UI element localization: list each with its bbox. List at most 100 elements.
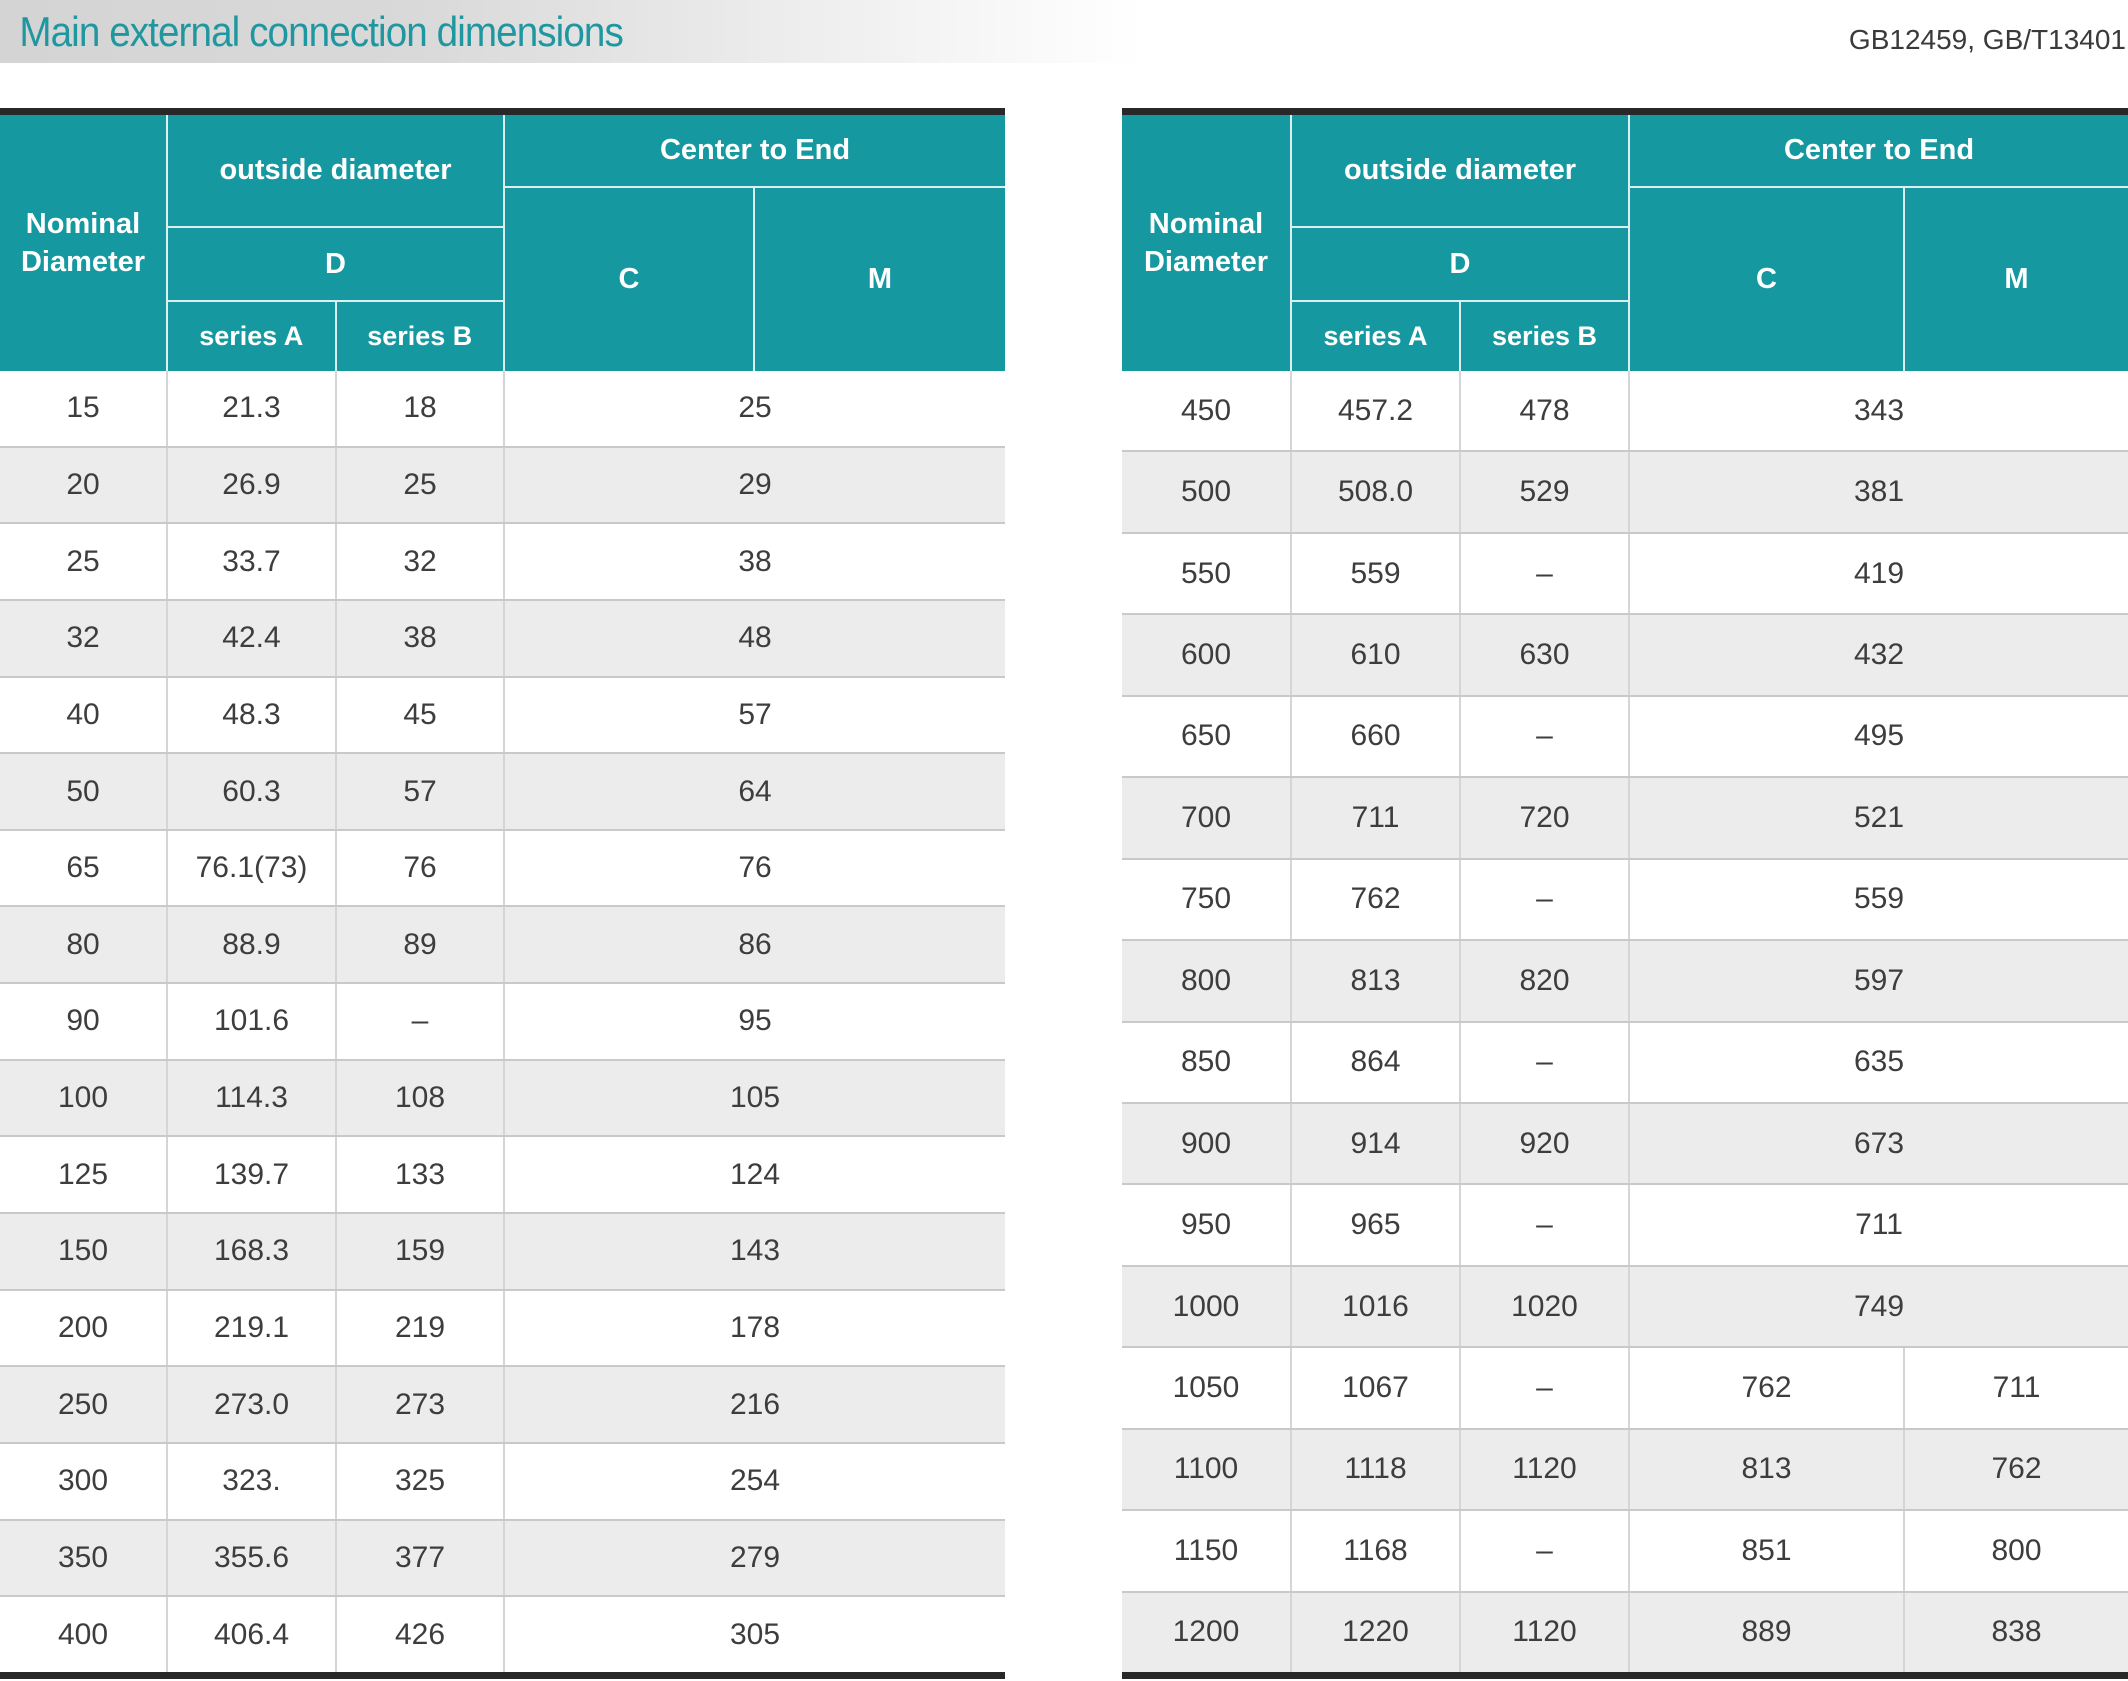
cell-series-b: 45 <box>337 677 505 753</box>
cell-center-to-end-merged: 38 <box>738 544 772 578</box>
cell-center-to-end-merged: 521 <box>1853 800 1905 834</box>
cell-series-a: 864 <box>1292 1022 1461 1102</box>
table-row: 15 21.3 18 25 <box>0 371 1005 446</box>
table-row: 550 559– 419 <box>1122 531 2128 614</box>
table-row: 900 914 920 673 <box>1122 1101 2128 1184</box>
cell-nominal-diameter: 50 <box>0 754 168 829</box>
table-row: 700 711 720 521 <box>1122 776 2128 858</box>
cell-m: 800 <box>1991 1533 2042 1567</box>
cell-series-a: 1016 <box>1292 1266 1461 1347</box>
cell-series-b: 89 <box>337 907 505 983</box>
table-row: 800 813 820 597 <box>1122 939 2128 1021</box>
cell-c: 889 <box>1630 1592 1905 1672</box>
nominal-label-line1: Nominal <box>1148 208 1264 240</box>
cell-series-b: 720 <box>1461 778 1630 858</box>
table-row: 80 88.9 89 86 <box>0 905 1005 983</box>
cell-center-to-end-merged: 64 <box>738 774 772 808</box>
col-group-center-to-end: Center to End C M <box>1630 115 2128 371</box>
cell-series-b: 57 <box>337 754 505 829</box>
cell-m: 711 <box>1992 1370 2041 1404</box>
cell-series-b: 108 <box>337 1060 505 1136</box>
table-row: 1050 1067–762 711 <box>1122 1346 2128 1428</box>
col-header-m: M <box>2004 263 2029 295</box>
cell-nominal-diameter: 500 <box>1122 452 1292 532</box>
cell-c: 851 <box>1630 1511 1905 1591</box>
nominal-label-line1: Nominal <box>25 208 141 240</box>
table-row: 650 660– 495 <box>1122 694 2128 777</box>
cell-series-b: 133 <box>337 1137 505 1213</box>
col-header-d: D <box>168 228 503 302</box>
cell-series-a: 559 <box>1292 533 1461 614</box>
table-row: 150 168.3 159 143 <box>0 1212 1005 1289</box>
cell-series-a: 26.9 <box>168 447 337 523</box>
col-header-outside-diameter: outside diameter <box>1292 115 1628 228</box>
cell-series-b: 32 <box>337 524 505 599</box>
col-header-series-a: series A <box>1292 302 1461 371</box>
cell-nominal-diameter: 300 <box>0 1443 168 1519</box>
cell-nominal-diameter: 750 <box>1122 859 1292 940</box>
cell-series-b: – <box>337 984 505 1059</box>
table-row: 600 610 630 432 <box>1122 613 2128 695</box>
cell-center-to-end-merged: 29 <box>738 467 772 501</box>
cell-nominal-diameter: 32 <box>0 600 168 676</box>
cell-series-a: 914 <box>1292 1103 1461 1184</box>
cell-nominal-diameter: 20 <box>0 447 168 523</box>
cell-center-to-end-merged: 711 <box>1855 1208 1903 1242</box>
nominal-label-line2: Diameter <box>20 246 146 278</box>
cell-series-a: 21.3 <box>168 371 337 446</box>
cell-series-b: – <box>1461 1511 1630 1591</box>
cell-series-b: – <box>1461 696 1630 777</box>
table-row: 20 26.9 25 29 <box>0 445 1005 523</box>
table-top-border <box>0 108 1005 115</box>
cell-series-a: 660 <box>1292 696 1461 777</box>
cell-center-to-end-merged: 254 <box>729 1464 781 1498</box>
cell-nominal-diameter: 900 <box>1122 1103 1292 1184</box>
cell-nominal-diameter: 150 <box>0 1214 168 1289</box>
table-row: 400 406.4 426 305 <box>0 1595 1005 1672</box>
cell-center-to-end-merged: 279 <box>729 1540 781 1574</box>
cell-nominal-diameter: 600 <box>1122 615 1292 695</box>
cell-series-a: 139.7 <box>168 1137 337 1213</box>
cell-center-to-end-merged: 597 <box>1853 963 1905 997</box>
cell-center-to-end-merged: 48 <box>738 621 772 655</box>
col-header-c: C <box>1630 188 1905 371</box>
cell-series-a: 219.1 <box>168 1290 337 1366</box>
table-row: 1100 1118 1120 813 762 <box>1122 1427 2128 1510</box>
cell-nominal-diameter: 1100 <box>1122 1429 1292 1510</box>
col-header-series-a: series A <box>168 302 337 371</box>
cell-center-to-end-merged: 105 <box>729 1081 781 1115</box>
cell-center-to-end-merged: 25 <box>738 391 772 425</box>
cell-series-a: 355.6 <box>168 1520 337 1596</box>
cell-nominal-diameter: 200 <box>0 1290 168 1366</box>
cell-series-b: 377 <box>337 1520 505 1596</box>
col-header-d: D <box>1292 228 1628 302</box>
table-top-border <box>1122 108 2128 115</box>
cell-center-to-end-merged: 635 <box>1853 1045 1905 1079</box>
table-row: 1000 1016 1020 749 <box>1122 1264 2128 1347</box>
col-group-outside-diameter: outside diameter D series A series B <box>168 115 505 371</box>
cell-series-b: – <box>1461 1185 1630 1265</box>
cell-m: 762 <box>1991 1452 2042 1486</box>
series-header-row: series A series B <box>168 302 503 371</box>
cell-nominal-diameter: 15 <box>0 371 168 446</box>
nominal-label-line2: Diameter <box>1143 246 1269 278</box>
cell-series-a: 762 <box>1292 859 1461 940</box>
cell-series-a: 610 <box>1292 615 1461 695</box>
cell-series-b: 273 <box>337 1367 505 1442</box>
cell-series-a: 1118 <box>1292 1429 1461 1510</box>
cell-series-a: 1220 <box>1292 1592 1461 1672</box>
table-row: 950 965– 711 <box>1122 1183 2128 1265</box>
cell-nominal-diameter: 1200 <box>1122 1592 1292 1672</box>
table-header: Nominal Diameter outside diameter D seri… <box>0 115 1005 371</box>
cell-series-a: 60.3 <box>168 754 337 829</box>
col-header-series-b: series B <box>367 321 473 351</box>
cell-center-to-end-merged: 381 <box>1853 475 1905 509</box>
cell-series-b: 76 <box>337 830 505 906</box>
cell-nominal-diameter: 90 <box>0 984 168 1059</box>
cell-center-to-end-merged: 495 <box>1853 719 1905 753</box>
c-m-header-row: C M <box>505 188 1005 371</box>
cell-series-b: 529 <box>1461 452 1630 532</box>
cell-series-b: 1020 <box>1461 1266 1630 1347</box>
col-header-nominal-diameter: Nominal Diameter <box>0 115 168 371</box>
table-row: 65 76.1(73) 76 76 <box>0 828 1005 906</box>
